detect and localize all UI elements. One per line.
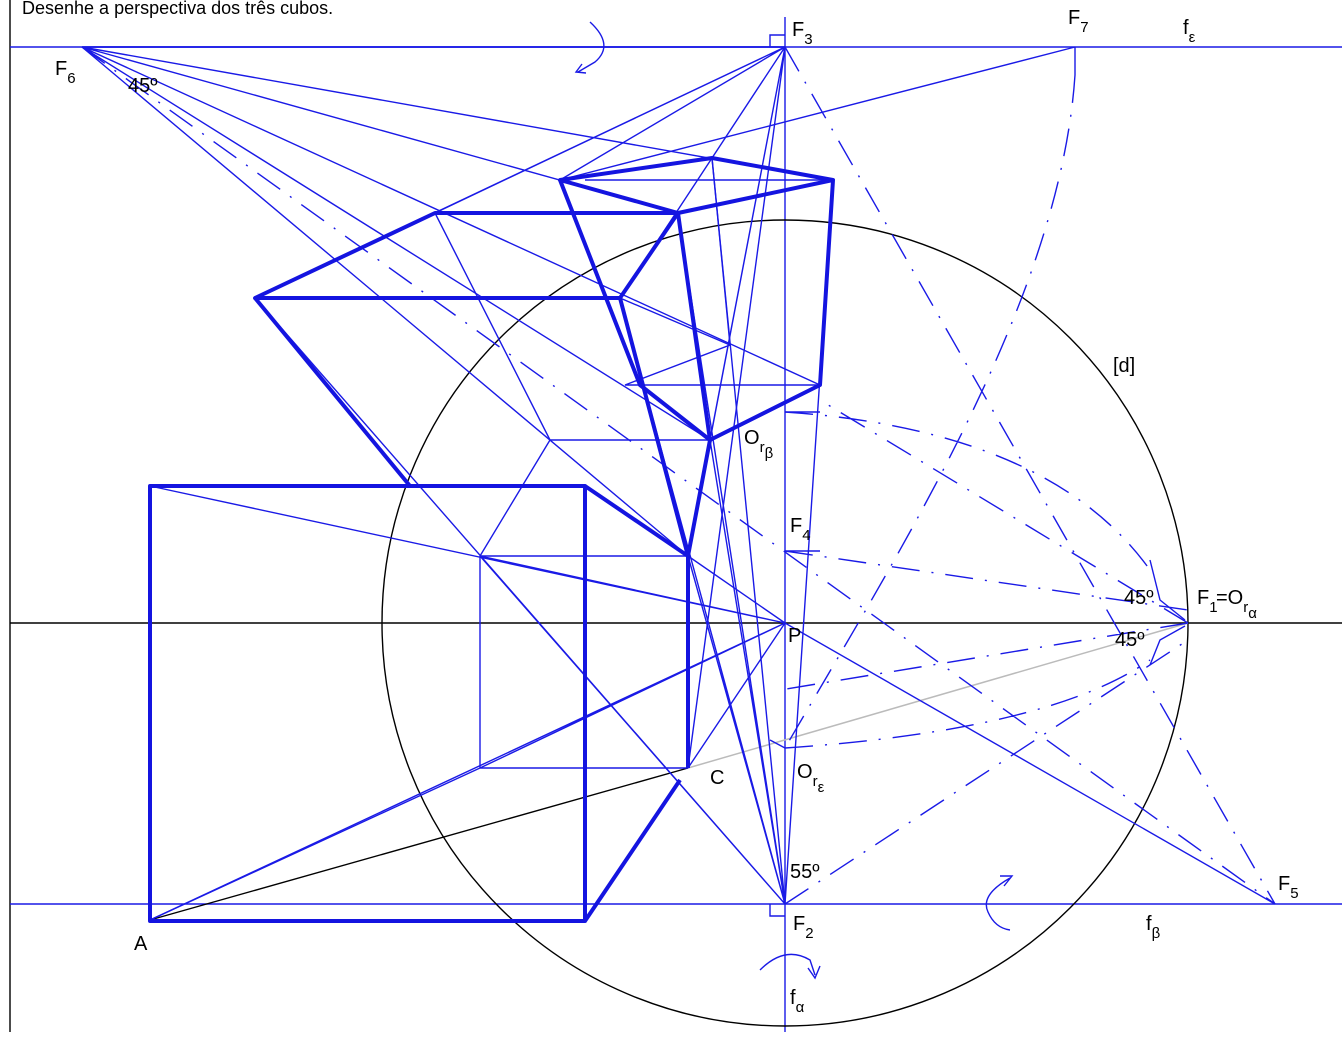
- label: C: [710, 767, 724, 789]
- label-base: F: [790, 515, 802, 537]
- label: F2: [793, 913, 814, 942]
- label-sub: 7: [1080, 19, 1088, 36]
- label: 45º: [128, 75, 158, 97]
- label-sub: 6: [67, 70, 75, 87]
- label: F7: [1068, 7, 1089, 36]
- label-sub: β: [1152, 925, 1161, 942]
- label: =Orα: [1216, 587, 1257, 622]
- label-base: 45º: [128, 75, 158, 97]
- label-base: F: [55, 58, 67, 80]
- label: fα: [790, 987, 805, 1016]
- label: 45º: [1115, 629, 1145, 651]
- label-base: 45º: [1115, 629, 1145, 651]
- label: A: [134, 933, 148, 955]
- label-sub2: ε: [818, 779, 825, 796]
- label: F4: [790, 515, 811, 544]
- label-sub: α: [796, 999, 805, 1016]
- label-base: F: [793, 913, 805, 935]
- label-base: O: [744, 427, 760, 449]
- cubes: [150, 158, 833, 921]
- label-base: F: [792, 19, 804, 41]
- label-base: =O: [1216, 587, 1243, 609]
- label-base: 45º: [1124, 587, 1154, 609]
- label: 45º: [1124, 587, 1154, 609]
- label: F1: [1197, 587, 1218, 616]
- label: fε: [1183, 17, 1196, 46]
- label: Orε: [797, 761, 825, 796]
- label-sub: 4: [802, 527, 810, 544]
- label-sub: ε: [1189, 29, 1196, 46]
- label-base: F: [1068, 7, 1080, 29]
- label-base: C: [710, 767, 724, 789]
- label-base: A: [134, 933, 148, 955]
- label-sub2: α: [1248, 605, 1257, 622]
- label-sub: 5: [1290, 885, 1298, 902]
- label-sub: 2: [805, 925, 813, 942]
- label: F5: [1278, 873, 1299, 902]
- label: 55º: [790, 861, 820, 883]
- label: F3: [792, 19, 813, 48]
- label-sub: 3: [804, 31, 812, 48]
- label-sub2: β: [765, 445, 774, 462]
- title: Desenhe a perspectiva dos três cubos.: [22, 0, 333, 18]
- label: [d]: [1113, 355, 1135, 377]
- label-base: 55º: [790, 861, 820, 883]
- label: fβ: [1146, 913, 1161, 942]
- label: P: [788, 625, 801, 647]
- diagram: Desenhe a perspectiva dos três cubos. F3…: [0, 0, 1342, 1032]
- label: F6: [55, 58, 76, 87]
- label: Orβ: [744, 427, 774, 462]
- label-base: O: [797, 761, 813, 783]
- label-base: F: [1278, 873, 1290, 895]
- label-base: [d]: [1113, 355, 1135, 377]
- label-base: P: [788, 625, 801, 647]
- label-base: F: [1197, 587, 1209, 609]
